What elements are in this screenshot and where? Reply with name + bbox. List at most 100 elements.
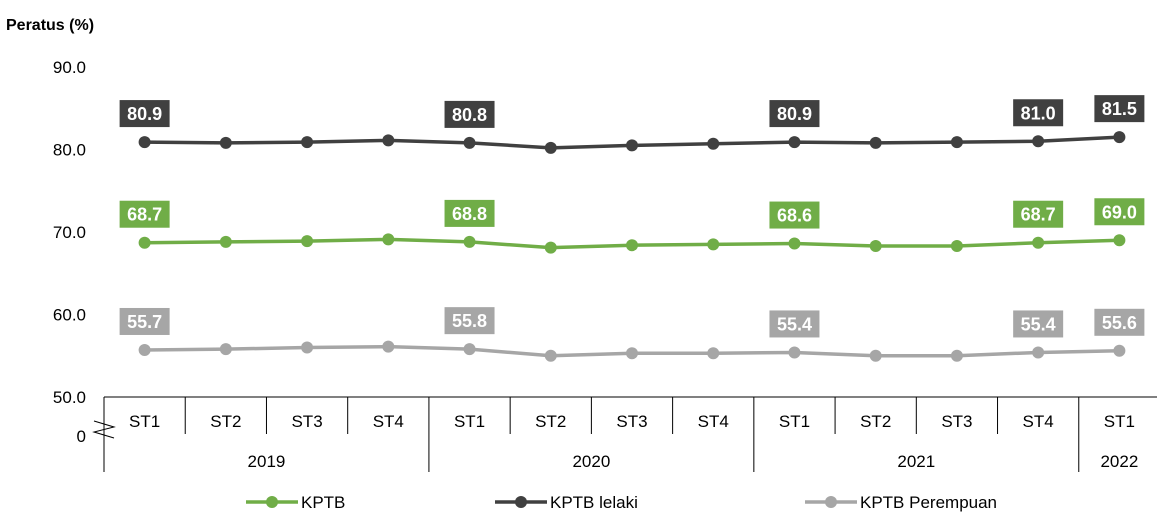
year-label: 2020: [572, 452, 610, 471]
data-point-kptb: [1113, 234, 1126, 247]
y-axis-ticks: 90.0 80.0 70.0 60.0 50.0 0: [53, 58, 86, 446]
data-point-kptb-perempuan: [707, 347, 720, 360]
data-label-kptb-perempuan: 55.4: [777, 314, 812, 334]
y-tick-label: 60.0: [53, 306, 86, 325]
data-labels: 80.9 80.8 80.9 81.0 81.5 68.7 68.8 68.6 68.7 69.0…: [119, 95, 1145, 338]
axis-break-icon: [92, 420, 116, 439]
legend-marker-kptb-perempuan: [825, 496, 837, 508]
data-point-kptb-lelaki: [869, 136, 882, 149]
legend-label-kptb-perempuan: KPTB Perempuan: [860, 493, 997, 512]
data-label-box-kptb: [119, 200, 170, 228]
data-label-box-kptb-lelaki: [1094, 95, 1145, 123]
quarter-label: ST2: [535, 412, 566, 431]
data-point-kptb-perempuan: [301, 341, 314, 354]
data-label-box-kptb-perempuan: [769, 310, 820, 338]
data-point-kptb-perempuan: [138, 343, 151, 356]
quarter-label: ST2: [210, 412, 241, 431]
data-label-kptb-lelaki: 81.5: [1102, 99, 1137, 119]
quarter-label: ST1: [1104, 412, 1135, 431]
data-label-box-kptb: [1094, 198, 1145, 226]
data-point-kptb: [219, 235, 232, 248]
data-point-kptb: [788, 237, 801, 250]
quarter-label: ST4: [698, 412, 729, 431]
data-label-kptb: 69.0: [1102, 202, 1137, 222]
legend-marker-kptb-lelaki: [515, 496, 527, 508]
data-point-kptb-perempuan: [1032, 346, 1045, 359]
data-point-kptb: [707, 238, 720, 251]
data-point-kptb-lelaki: [219, 136, 232, 149]
data-point-kptb-lelaki: [301, 136, 314, 149]
quarter-label: ST1: [779, 412, 810, 431]
data-label-box-kptb-perempuan: [1094, 308, 1145, 336]
data-label-kptb-perempuan: 55.6: [1102, 313, 1137, 333]
quarter-label: ST1: [454, 412, 485, 431]
data-point-kptb-perempuan: [463, 343, 476, 356]
data-label-kptb-perempuan: 55.8: [452, 311, 487, 331]
data-point-kptb-lelaki: [463, 136, 476, 149]
data-label-box-kptb-lelaki: [769, 100, 820, 128]
data-point-kptb-perempuan: [1113, 344, 1126, 357]
data-point-kptb-perempuan: [626, 347, 638, 360]
quarter-label: ST3: [616, 412, 647, 431]
axes: [92, 396, 1157, 472]
legend-marker-kptb: [266, 496, 278, 508]
data-point-kptb-perempuan: [544, 349, 557, 362]
data-point-kptb: [950, 240, 963, 253]
data-point-kptb: [869, 240, 882, 253]
data-point-kptb: [463, 235, 476, 248]
year-label: 2021: [897, 452, 935, 471]
data-label-box-kptb-perempuan: [1013, 310, 1064, 338]
data-label-kptb: 68.8: [452, 204, 487, 224]
data-label-box-kptb-perempuan: [444, 307, 495, 335]
data-point-kptb-perempuan: [950, 349, 963, 362]
data-point-kptb-perempuan: [219, 343, 232, 356]
data-label-kptb-lelaki: 80.8: [452, 105, 487, 125]
y-axis-title: Peratus (%): [6, 17, 94, 34]
data-label-box-kptb-lelaki: [444, 100, 495, 128]
y-tick-label: 70.0: [53, 223, 86, 242]
data-label-kptb: 68.6: [777, 206, 812, 226]
data-point-kptb-lelaki: [138, 136, 151, 149]
legend: KPTB KPTB lelaki KPTB Perempuan: [246, 493, 997, 512]
quarter-label: ST4: [373, 412, 404, 431]
legend-label-kptb-lelaki: KPTB lelaki: [550, 493, 638, 512]
x-axis-categories: ST1 ST2 ST3 ST4 ST1 ST2 ST3 ST4 ST1 ST2 ST3 ST4 ST1 2…: [129, 412, 1138, 471]
data-label-kptb-perempuan: 55.4: [1021, 314, 1056, 334]
data-label-kptb: 68.7: [127, 205, 162, 225]
y-tick-label: 80.0: [53, 141, 86, 160]
quarter-label: ST1: [129, 412, 160, 431]
y-tick-label: 90.0: [53, 58, 86, 77]
quarter-label: ST2: [860, 412, 891, 431]
data-label-kptb-lelaki: 81.0: [1021, 103, 1056, 123]
data-point-kptb-lelaki: [950, 136, 963, 149]
legend-label-kptb: KPTB: [301, 493, 345, 512]
quarter-label: ST3: [291, 412, 322, 431]
y-tick-label: 50.0: [53, 388, 86, 407]
data-label-box-kptb: [444, 199, 495, 227]
data-point-kptb: [626, 239, 638, 252]
y-tick-zero: 0: [77, 427, 86, 446]
data-point-kptb: [1032, 236, 1045, 249]
data-point-kptb-perempuan: [382, 340, 395, 353]
data-label-box-kptb-lelaki: [1013, 99, 1064, 127]
data-point-kptb-perempuan: [788, 346, 801, 359]
quarter-label: ST4: [1023, 412, 1054, 431]
year-label: 2019: [248, 452, 286, 471]
data-point-kptb-lelaki: [626, 139, 638, 152]
year-label: 2022: [1100, 452, 1138, 471]
data-label-kptb: 68.7: [1021, 205, 1056, 225]
data-point-kptb: [382, 233, 395, 246]
quarter-label: ST3: [941, 412, 972, 431]
data-point-kptb-lelaki: [1113, 131, 1126, 144]
data-point-kptb-lelaki: [544, 141, 557, 154]
data-point-kptb-lelaki: [788, 136, 801, 149]
data-point-kptb-lelaki: [707, 137, 720, 150]
data-point-kptb-lelaki: [1032, 135, 1045, 148]
data-point-kptb: [138, 236, 151, 249]
data-label-box-kptb-lelaki: [119, 100, 170, 128]
data-label-box-kptb: [769, 201, 820, 229]
data-point-kptb: [301, 235, 314, 248]
series-group: [138, 131, 1126, 362]
data-label-kptb-lelaki: 80.9: [777, 104, 812, 124]
